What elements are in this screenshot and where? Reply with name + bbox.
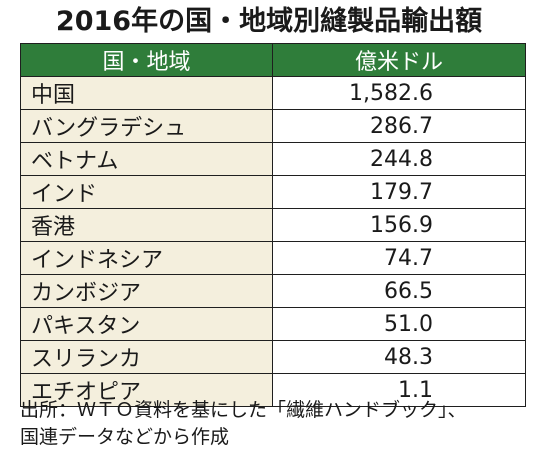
country-cell: スリランカ [20, 340, 273, 374]
country-cell: パキスタン [20, 307, 273, 341]
value-cell: 74.7 [272, 241, 526, 275]
value-cell: 156.9 [272, 208, 526, 242]
value-cell: 48.3 [272, 340, 526, 374]
export-table: 国・地域 億米ドル 中国 1,582.6 バングラデシュ 286.7 ベトナム … [20, 43, 526, 407]
table-row: ベトナム 244.8 [20, 142, 526, 176]
country-cell: ベトナム [20, 142, 273, 176]
table-row: インドネシア 74.7 [20, 241, 526, 275]
table-row: エチオピア 1.1 [20, 373, 526, 407]
header-country: 国・地域 [20, 43, 273, 77]
country-cell: インド [20, 175, 273, 209]
value-cell: 1,582.6 [272, 76, 526, 110]
table-row: 香港 156.9 [20, 208, 526, 242]
country-cell: カンボジア [20, 274, 273, 308]
country-cell: バングラデシュ [20, 109, 273, 143]
source-note: 出所：ＷＴＯ資料を基にした「繊維ハンドブック」、 国連データなどから作成 [20, 397, 535, 451]
table-row: インド 179.7 [20, 175, 526, 209]
table-row: パキスタン 51.0 [20, 307, 526, 341]
country-cell: エチオピア [20, 373, 273, 407]
header-value: 億米ドル [272, 43, 526, 77]
value-cell: 179.7 [272, 175, 526, 209]
source-line-1: 出所：ＷＴＯ資料を基にした「繊維ハンドブック」、 [20, 399, 467, 421]
value-cell: 1.1 [272, 373, 526, 407]
source-line-2: 国連データなどから作成 [20, 426, 230, 448]
country-cell: インドネシア [20, 241, 273, 275]
table-row: カンボジア 66.5 [20, 274, 526, 308]
value-cell: 244.8 [272, 142, 526, 176]
table-row: バングラデシュ 286.7 [20, 109, 526, 143]
table-row: 中国 1,582.6 [20, 76, 526, 110]
table-title: 2016年の国・地域別縫製品輸出額 [55, 6, 483, 37]
value-cell: 66.5 [272, 274, 526, 308]
value-cell: 286.7 [272, 109, 526, 143]
country-cell: 香港 [20, 208, 273, 242]
table-header-row: 国・地域 億米ドル [20, 43, 526, 77]
table-row: スリランカ 48.3 [20, 340, 526, 374]
value-cell: 51.0 [272, 307, 526, 341]
country-cell: 中国 [20, 76, 273, 110]
